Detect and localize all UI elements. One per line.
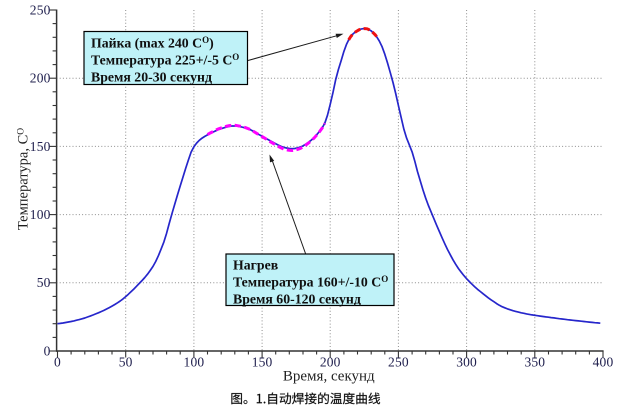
svg-text:0: 0	[54, 355, 61, 370]
svg-text:0: 0	[44, 343, 51, 358]
svg-text:150: 150	[252, 355, 273, 370]
svg-text:50: 50	[37, 275, 51, 290]
svg-text:250: 250	[388, 355, 409, 370]
svg-text:200: 200	[30, 71, 51, 86]
svg-text:250: 250	[30, 2, 51, 17]
svg-text:100: 100	[30, 207, 51, 222]
svg-text:200: 200	[320, 355, 341, 370]
svg-text:Время, секунд: Время, секунд	[283, 369, 375, 385]
svg-text:350: 350	[524, 355, 545, 370]
svg-text:Время 20-30 секунд: Время 20-30 секунд	[91, 70, 212, 85]
svg-text:Температура 160+/-10 CO: Температура 160+/-10 CO	[233, 274, 388, 290]
svg-text:Температура, CO: Температура, CO	[16, 128, 32, 230]
svg-text:Время 60-120 секунд: Время 60-120 секунд	[233, 291, 361, 306]
svg-text:50: 50	[119, 355, 133, 370]
svg-text:400: 400	[593, 355, 614, 370]
svg-text:Нагрев: Нагрев	[233, 258, 279, 273]
svg-text:Пайка (max 240 CO): Пайка (max 240 CO)	[91, 35, 214, 52]
svg-text:150: 150	[30, 139, 51, 154]
svg-text:Температура 225+/-5 CO: Температура 225+/-5 CO	[91, 52, 239, 68]
svg-text:100: 100	[184, 355, 205, 370]
svg-text:300: 300	[456, 355, 477, 370]
